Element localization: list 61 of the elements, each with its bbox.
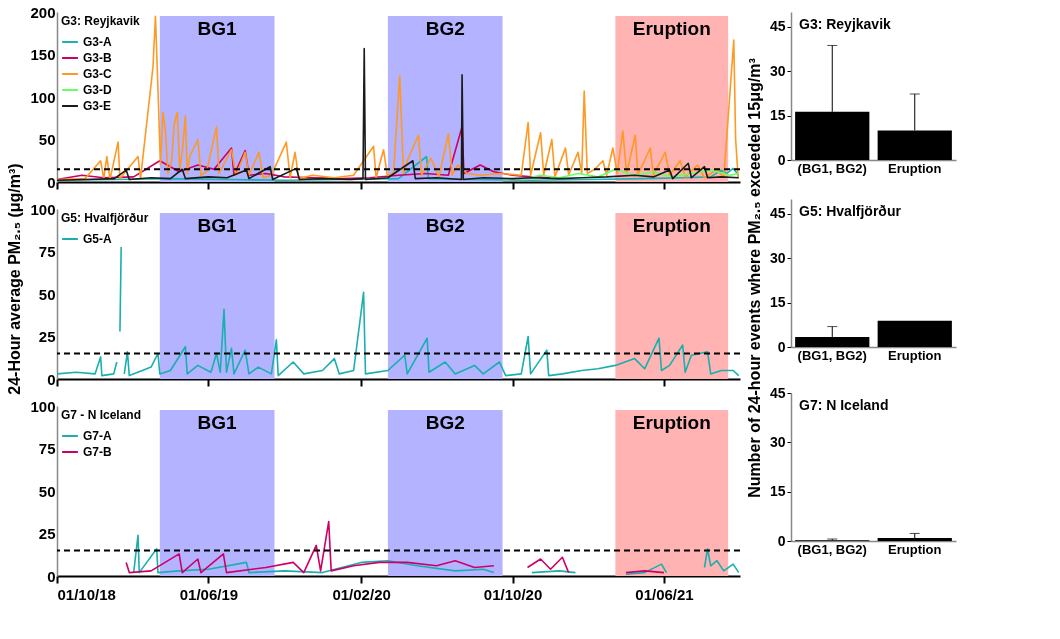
y-tick-label: 0 bbox=[777, 338, 786, 355]
band-label: Eruption bbox=[632, 18, 711, 39]
y-tick-label: 0 bbox=[47, 370, 56, 388]
legend-label: G3-E bbox=[83, 99, 112, 113]
y-tick-label: 75 bbox=[38, 243, 56, 260]
band-label: Eruption bbox=[632, 215, 711, 236]
y-tick-label: 75 bbox=[38, 440, 56, 457]
y-tick-label: 45 bbox=[769, 205, 786, 222]
y-tick-label: 30 bbox=[769, 433, 786, 450]
band-label: BG2 bbox=[425, 412, 465, 433]
legend-label: G3-B bbox=[83, 51, 112, 65]
y-tick-label: 100 bbox=[30, 200, 56, 218]
y-tick-label: 100 bbox=[30, 397, 56, 415]
y-tick-label: 0 bbox=[47, 567, 56, 585]
band-label: BG1 bbox=[197, 412, 238, 433]
line-series bbox=[520, 168, 740, 181]
y-tick-label: 15 bbox=[769, 483, 786, 500]
y-tick-label: 50 bbox=[38, 131, 56, 148]
x-tick-label: 01/06/21 bbox=[635, 585, 694, 603]
x-tick-label: (BG1, BG2) bbox=[797, 160, 867, 176]
y-axis-title: 24-Hour average PM₂.₅ (μg/m³) bbox=[6, 163, 23, 395]
y-tick-label: 100 bbox=[30, 88, 56, 106]
y-tick-label: 45 bbox=[769, 384, 786, 401]
band-label: BG2 bbox=[425, 215, 465, 236]
x-tick-label: 01/02/20 bbox=[332, 585, 391, 603]
y-tick-label: 0 bbox=[777, 151, 786, 168]
legend-label: G5-A bbox=[83, 232, 112, 246]
y-tick-label: 15 bbox=[769, 294, 786, 311]
legend-title: G5: Hvalfjörður bbox=[61, 211, 149, 225]
y-tick-label: 0 bbox=[47, 173, 56, 191]
band-label: Eruption bbox=[632, 412, 711, 433]
chart-title: G7: N Iceland bbox=[799, 397, 889, 413]
x-tick-label: 01/06/19 bbox=[179, 585, 239, 603]
legend-label: G7-A bbox=[83, 429, 112, 443]
y-tick-label: 50 bbox=[38, 285, 56, 303]
legend-label: G3-A bbox=[83, 35, 112, 49]
y-tick-label: 25 bbox=[38, 328, 56, 345]
chart-title: G5: Hvalfjörður bbox=[799, 203, 902, 219]
band-label: BG1 bbox=[197, 215, 238, 236]
legend-label: G3-C bbox=[83, 67, 112, 81]
legend-label: G7-B bbox=[83, 445, 112, 459]
x-tick-label: 01/10/18 bbox=[57, 585, 116, 603]
band-label: BG1 bbox=[197, 18, 238, 39]
y-tick-label: 50 bbox=[38, 482, 56, 500]
y-tick-label: 15 bbox=[769, 107, 786, 124]
band-label: BG2 bbox=[425, 18, 465, 39]
x-tick-label: 01/10/20 bbox=[483, 585, 543, 603]
legend-label: G3-D bbox=[83, 83, 112, 97]
x-tick-label: (BG1, BG2) bbox=[797, 541, 867, 557]
x-tick-label: (BG1, BG2) bbox=[797, 347, 867, 363]
legend-title: G3: Reyjkavik bbox=[61, 14, 141, 28]
y-tick-label: 45 bbox=[769, 18, 786, 35]
y-tick-label: 30 bbox=[769, 249, 786, 266]
y-tick-label: 0 bbox=[777, 532, 786, 549]
y-tick-label: 150 bbox=[30, 46, 56, 63]
y-tick-label: 30 bbox=[769, 62, 786, 79]
chart-title: G3: Reyjkavik bbox=[799, 16, 892, 32]
legend-title: G7 - N Iceland bbox=[61, 408, 142, 422]
y-axis-title: Number of 24-hour events where PM₂.₅ exceeded 15μg/m³ bbox=[746, 58, 763, 498]
y-tick-label: 25 bbox=[38, 525, 56, 542]
y-tick-label: 200 bbox=[30, 3, 56, 21]
